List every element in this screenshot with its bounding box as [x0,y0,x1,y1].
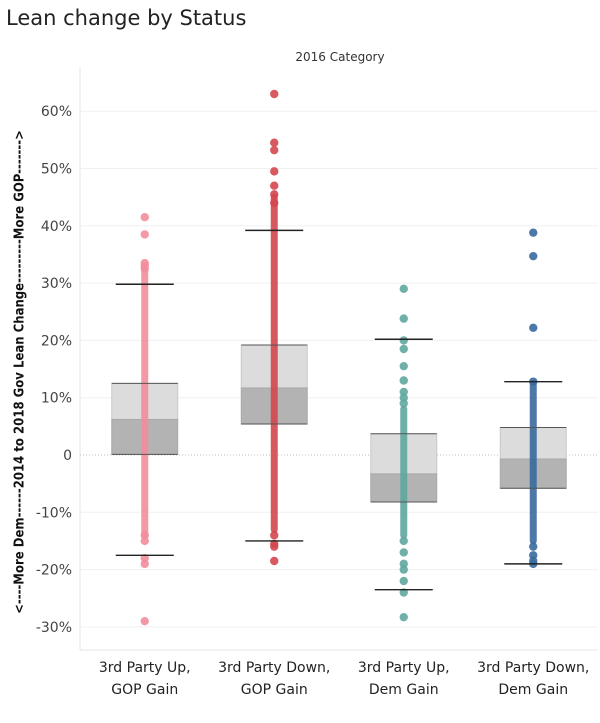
data-point [529,228,538,237]
data-point [399,284,408,294]
data-point [140,264,149,273]
category-label-line2: GOP Gain [111,682,178,698]
data-point [270,556,279,566]
data-point [399,588,408,597]
category-label-line2: GOP Gain [241,682,308,698]
data-point [529,542,538,551]
y-tick-label: 50% [41,162,72,178]
y-tick-label: 60% [41,104,72,120]
y-tick-label: -30% [36,620,72,636]
data-point [140,616,149,626]
category-label-line1: 3rd Party Up, [358,660,450,676]
category-label-line1: 3rd Party Up, [99,660,191,676]
y-tick-label: 20% [41,333,72,349]
data-point [140,213,149,222]
data-point [399,548,408,557]
data-point [270,190,279,199]
data-point [399,361,408,371]
category-label-line2: Dem Gain [369,682,439,698]
data-point [399,399,408,408]
data-point [270,181,279,190]
data-point [399,576,408,586]
data-point [140,230,149,239]
data-point [270,531,279,540]
data-point [399,612,408,622]
chart-title: Lean change by Status [6,6,247,30]
category-label-line1: 3rd Party Down, [477,660,589,676]
y-tick-label: -10% [36,505,72,521]
y-tick-label: 0 [63,448,72,464]
category-label-line1: 3rd Party Down, [218,660,330,676]
y-tick-label: 30% [41,276,72,292]
data-point [399,565,408,574]
y-tick-label: 40% [41,219,72,235]
data-point [270,89,279,99]
y-tick-label: -20% [36,563,72,579]
data-point [270,542,279,551]
y-tick-label: 10% [41,391,72,407]
column-header: 2016 Category [295,50,385,64]
data-point [399,336,408,345]
data-point [399,536,408,546]
data-point [270,145,279,155]
data-point [529,251,538,261]
data-point [270,138,279,147]
data-point [140,536,149,546]
data-point [399,314,408,323]
data-point [399,344,408,354]
data-point [140,559,149,569]
data-point [270,167,279,176]
data-point [399,376,408,385]
data-point [270,198,279,208]
data-point [529,323,538,332]
category-label-line2: Dem Gain [498,682,568,698]
